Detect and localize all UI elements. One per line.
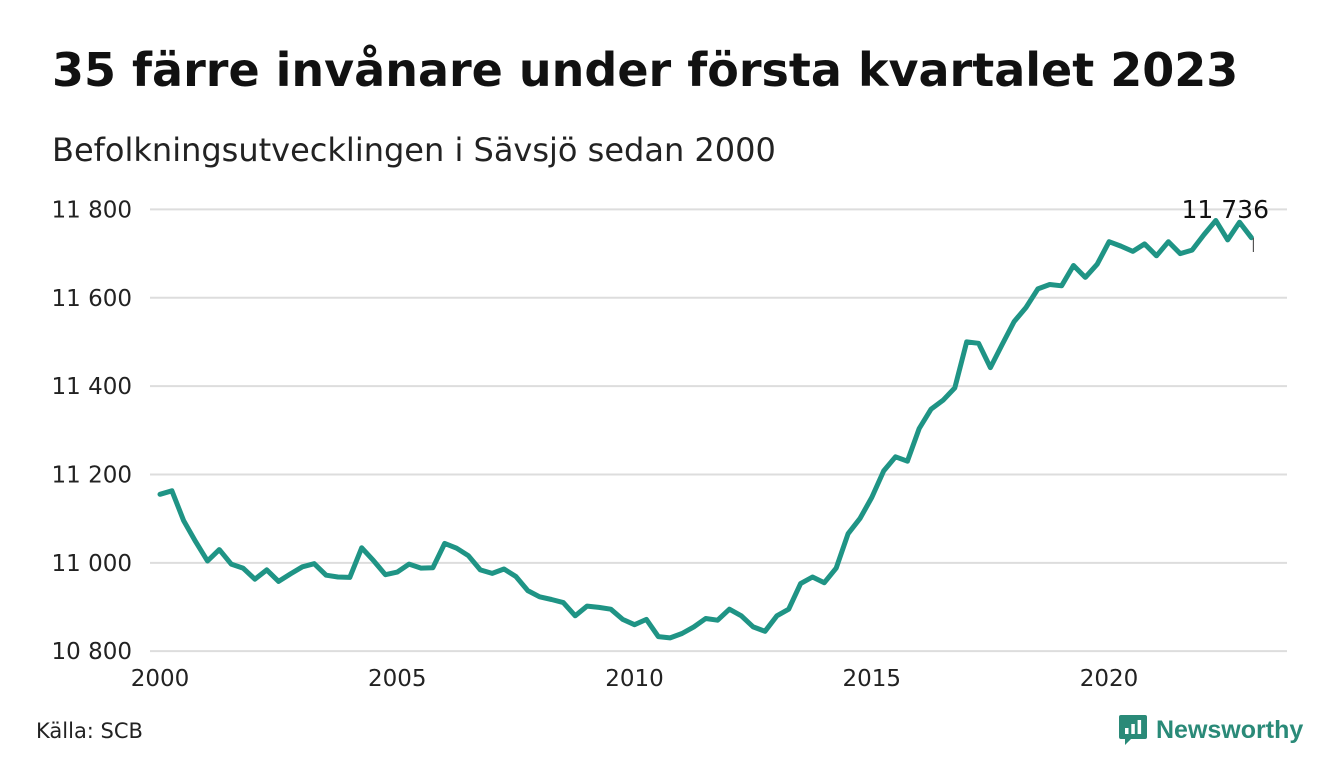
y-tick-label: 11 800 — [52, 197, 132, 223]
y-tick-label: 10 800 — [52, 639, 132, 665]
y-tick-label: 11 000 — [52, 551, 132, 577]
y-tick-label: 11 600 — [52, 286, 132, 312]
x-tick-label: 2010 — [605, 666, 664, 692]
newsworthy-logo-icon — [1119, 715, 1147, 745]
chart-subtitle: Befolkningsutvecklingen i Sävsjö sedan 2… — [52, 131, 776, 169]
series-population — [157, 218, 1254, 641]
y-axis: 10 800 11 000 11 200 11 400 11 600 11 800 — [52, 197, 132, 665]
x-tick-label: 2005 — [368, 666, 427, 692]
x-tick-label: 2015 — [843, 666, 902, 692]
series-line — [157, 218, 1254, 641]
newsworthy-logo-text: Newsworthy — [1156, 715, 1304, 744]
x-tick-label: 2020 — [1080, 666, 1139, 692]
chart-title: 35 färre invånare under första kvartalet… — [52, 43, 1239, 97]
last-value-annotation: 11 736 — [1182, 195, 1269, 252]
line-chart: 10 800 11 000 11 200 11 400 11 600 11 800 200… — [52, 195, 1287, 692]
y-tick-label: 11 400 — [52, 374, 132, 400]
source-note: Källa: SCB — [36, 719, 143, 743]
x-axis: 2000 2005 2010 2015 2020 — [131, 666, 1139, 692]
y-tick-label: 11 200 — [52, 462, 132, 488]
gridlines — [150, 208, 1287, 653]
x-tick-label: 2000 — [131, 666, 190, 692]
last-value-label: 11 736 — [1182, 195, 1269, 224]
newsworthy-logo: Newsworthy — [1118, 713, 1303, 747]
